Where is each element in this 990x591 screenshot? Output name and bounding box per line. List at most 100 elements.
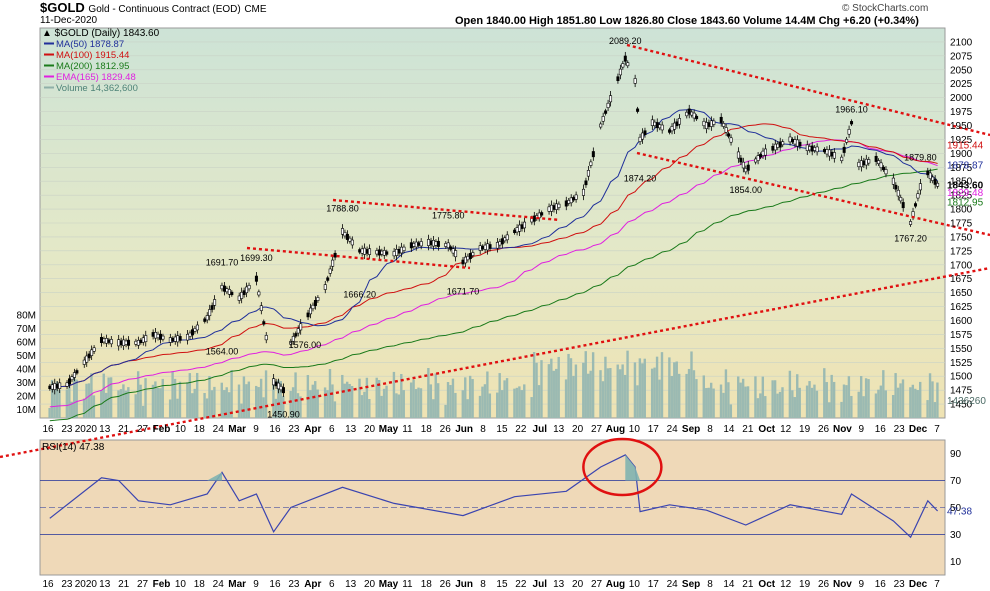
volume-bar (454, 392, 457, 418)
rsi-x-tick-label: 16 (42, 579, 54, 590)
price-body (744, 167, 748, 173)
price-body (616, 76, 620, 82)
volume-bar (227, 392, 231, 418)
price-body (316, 297, 320, 301)
price-body (210, 305, 214, 310)
price-body (417, 242, 421, 246)
volume-bar (173, 378, 177, 418)
volume-bar (503, 380, 506, 418)
volume-bar (589, 370, 592, 418)
price-body (862, 160, 866, 166)
price-body (161, 335, 165, 340)
price-body (606, 102, 610, 108)
price-annotation: 1671.70 (447, 287, 480, 297)
price-body (793, 139, 797, 145)
ma100-line (49, 123, 938, 388)
volume-bar (363, 391, 366, 418)
volume-bar (823, 368, 826, 418)
volume-bar (279, 381, 283, 418)
price-body (90, 349, 94, 356)
rsi-x-tick-label: Aug (606, 579, 625, 590)
volume-bar (658, 379, 661, 418)
volume-bar (692, 370, 696, 418)
volume-bar (323, 387, 327, 418)
volume-bar (343, 383, 346, 418)
price-body (333, 252, 337, 258)
volume-bar (737, 376, 740, 418)
price-tick-label: 2025 (950, 79, 973, 90)
price-body (633, 78, 637, 84)
volume-bar (346, 381, 349, 418)
rsi-x-tick-label: 24 (667, 579, 679, 590)
rsi-x-tick-label: 23 (61, 579, 73, 590)
price-body (427, 239, 431, 246)
volume-bar (621, 364, 624, 418)
volume-bar (468, 375, 472, 418)
price-body (864, 158, 868, 166)
rsi-x-tick-label: 27 (137, 579, 149, 590)
volume-bar (299, 396, 302, 418)
x-tick-label: 18 (194, 424, 206, 435)
volume-bar (119, 389, 123, 418)
price-body (913, 203, 917, 207)
volume-bar (412, 379, 415, 418)
volume-bar (486, 371, 489, 418)
rsi-x-tick-label: 19 (799, 579, 811, 590)
volume-bar (414, 389, 418, 418)
volume-bar (427, 368, 430, 418)
price-body (791, 138, 795, 143)
price-annotation: 1576.00 (289, 340, 322, 350)
price-body (771, 145, 775, 151)
trendlines (0, 43, 990, 459)
price-annotation: 1966.10 (835, 105, 868, 115)
price-body (599, 123, 603, 128)
price-body (874, 155, 878, 162)
price-body (272, 378, 276, 386)
rsi-x-tick-label: 20 (572, 579, 584, 590)
volume-bar (764, 396, 767, 418)
price-body (134, 340, 138, 345)
x-tick-label: 16 (269, 424, 281, 435)
price-body (109, 339, 113, 345)
rsi-x-tick-label: 11 (402, 579, 413, 590)
price-body (481, 246, 485, 250)
legend-label: MA(100) 1915.44 (56, 50, 129, 61)
rsi-x-tick-label: Feb (153, 579, 171, 590)
price-body (173, 336, 177, 342)
volume-bar (331, 384, 334, 418)
price-annotation: 1767.20 (894, 233, 927, 243)
rsi-tick-label: 10 (950, 557, 962, 568)
price-tick-label: 1575 (950, 330, 973, 341)
volume-bar (847, 376, 851, 418)
price-body (739, 157, 743, 163)
price-body (431, 239, 435, 247)
volume-bar (759, 393, 762, 418)
price-body (85, 355, 89, 363)
price-body (513, 229, 517, 233)
price-body (776, 143, 780, 148)
price-body (884, 169, 888, 175)
volume-bar (523, 384, 526, 418)
x-tick-label: 24 (213, 424, 225, 435)
price-body (331, 259, 335, 267)
price-tick-label: 1900 (950, 149, 973, 160)
price-body (552, 205, 556, 210)
volume-bar (815, 390, 819, 418)
volume-bar (309, 390, 312, 418)
volume-bar (724, 369, 728, 418)
volume-bar (257, 387, 260, 418)
exchange: CME (244, 4, 267, 15)
price-body (891, 177, 895, 185)
volume-bar (778, 391, 782, 418)
volume-bar (901, 379, 905, 418)
price-body (429, 240, 433, 246)
price-annotation: 1788.80 (326, 203, 359, 213)
rsi-x-tick-label: May (379, 579, 399, 590)
price-body (808, 146, 812, 151)
price-body (564, 200, 568, 207)
price-body (365, 249, 369, 254)
volume-bar (55, 381, 59, 418)
price-body (825, 149, 829, 155)
volume-bar (461, 390, 464, 418)
price-body (117, 339, 121, 347)
